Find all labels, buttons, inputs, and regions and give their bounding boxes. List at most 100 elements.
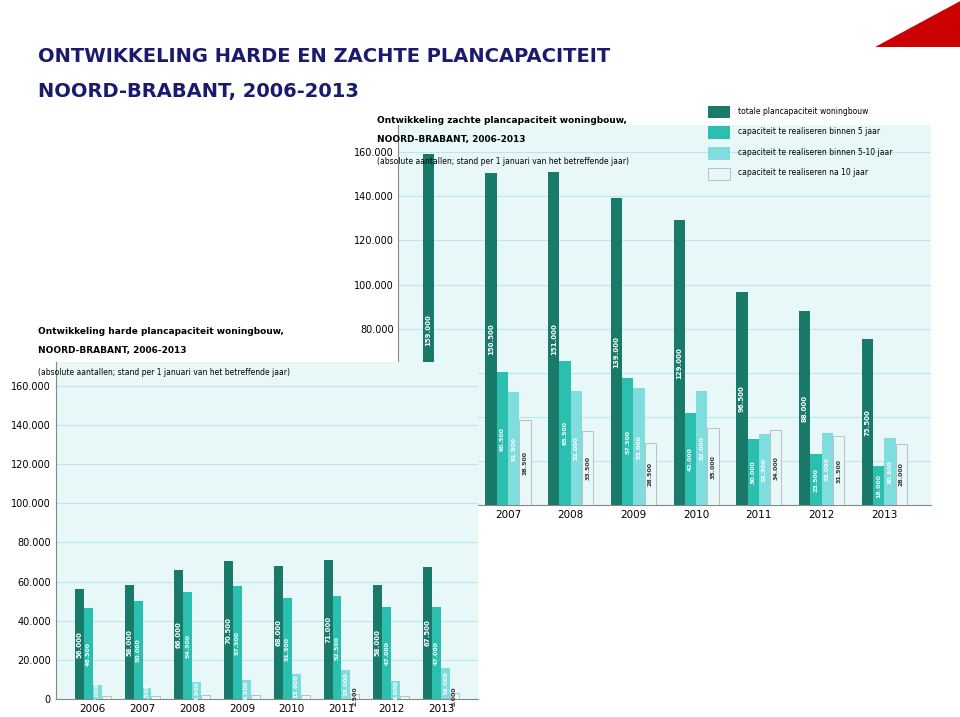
Text: 23.500: 23.500 <box>813 467 819 492</box>
Bar <box>770 430 781 505</box>
Text: 71.000: 71.000 <box>325 616 331 643</box>
Bar <box>862 338 873 505</box>
Text: 56.000: 56.000 <box>77 631 83 657</box>
Bar <box>300 695 310 699</box>
Bar <box>93 685 102 699</box>
Text: 58.000: 58.000 <box>126 629 132 656</box>
Text: 129.000: 129.000 <box>676 347 683 379</box>
Text: 5.500: 5.500 <box>145 684 150 703</box>
Bar <box>75 589 84 699</box>
Bar <box>382 607 392 699</box>
Text: 42.000: 42.000 <box>688 447 693 471</box>
Bar <box>102 696 110 699</box>
Bar <box>192 683 202 699</box>
Bar <box>822 432 833 505</box>
Text: 60.500: 60.500 <box>500 427 505 450</box>
Bar <box>125 586 133 699</box>
Text: NOORD-BRABANT, 2006-2013: NOORD-BRABANT, 2006-2013 <box>38 346 187 356</box>
Text: capaciteit te realiseren na 10 jaar: capaciteit te realiseren na 10 jaar <box>737 168 868 178</box>
Bar <box>423 567 432 699</box>
Bar <box>202 695 210 699</box>
Bar <box>274 566 283 699</box>
Bar <box>434 366 445 505</box>
Text: 9.000: 9.000 <box>394 680 398 700</box>
Text: 52.000: 52.000 <box>699 436 705 460</box>
Bar <box>324 560 332 699</box>
Bar <box>708 126 731 139</box>
Text: 68.000: 68.000 <box>276 619 281 646</box>
Bar <box>450 693 459 699</box>
Text: 2.500: 2.500 <box>352 687 357 706</box>
Bar <box>684 413 696 505</box>
Bar <box>736 293 748 505</box>
Text: totale plancapaciteit woningbouw: totale plancapaciteit woningbouw <box>737 107 868 115</box>
Bar <box>457 432 468 505</box>
Text: 151.000: 151.000 <box>551 323 557 355</box>
Bar <box>696 391 708 505</box>
Bar <box>392 681 400 699</box>
Bar <box>292 673 300 699</box>
Text: 51.500: 51.500 <box>511 437 516 460</box>
Text: 96.500: 96.500 <box>739 386 745 412</box>
Bar <box>496 372 508 505</box>
Bar <box>175 570 183 699</box>
Text: Ontwikkeling harde plancapaciteit woningbouw,: Ontwikkeling harde plancapaciteit woning… <box>38 327 284 336</box>
Bar <box>251 695 260 699</box>
Text: 65.500: 65.500 <box>563 421 567 445</box>
Bar <box>634 389 645 505</box>
Text: 3.000: 3.000 <box>452 686 457 706</box>
Text: 52.000: 52.000 <box>574 436 579 460</box>
Bar <box>441 668 450 699</box>
Bar <box>799 311 810 505</box>
Text: 47.000: 47.000 <box>434 641 439 665</box>
Text: 63.000: 63.000 <box>437 424 442 448</box>
Bar <box>708 105 731 118</box>
Text: 30.500: 30.500 <box>888 460 893 484</box>
Bar <box>242 680 251 699</box>
Text: 47.000: 47.000 <box>384 641 389 665</box>
Bar <box>508 391 519 505</box>
Text: 57.500: 57.500 <box>625 430 631 454</box>
Bar <box>645 442 656 505</box>
Bar <box>548 172 560 505</box>
Text: 50.000: 50.000 <box>135 638 140 662</box>
Text: 33.000: 33.000 <box>825 457 829 481</box>
Text: 7.000: 7.000 <box>95 683 100 702</box>
Bar <box>445 387 457 505</box>
Bar <box>708 147 731 159</box>
Bar <box>708 168 731 180</box>
Text: 67.500: 67.500 <box>424 619 430 647</box>
Bar <box>133 601 142 699</box>
Text: 34.000: 34.000 <box>774 456 779 480</box>
Text: 18.000: 18.000 <box>876 474 881 498</box>
Text: 88.000: 88.000 <box>802 395 807 422</box>
Text: NOORD-BRABANT, 2006-2013: NOORD-BRABANT, 2006-2013 <box>38 82 359 101</box>
Text: 70.500: 70.500 <box>226 617 231 644</box>
Text: 30.000: 30.000 <box>751 460 756 484</box>
Bar <box>84 608 93 699</box>
Text: Provincie Noord-Brabant: Provincie Noord-Brabant <box>20 12 175 22</box>
Bar <box>611 199 622 505</box>
Text: 52.500: 52.500 <box>334 636 340 660</box>
Bar <box>519 420 531 505</box>
Text: 35.000: 35.000 <box>710 455 715 479</box>
Text: 159.000: 159.000 <box>425 314 431 346</box>
Text: 8.500: 8.500 <box>194 681 200 701</box>
Text: 46.500: 46.500 <box>85 642 91 665</box>
Bar <box>622 379 634 505</box>
Bar <box>373 586 382 699</box>
Text: 53.500: 53.500 <box>448 435 453 458</box>
Bar <box>233 587 242 699</box>
Text: 150.500: 150.500 <box>488 323 494 355</box>
Bar <box>570 391 582 505</box>
Text: 139.000: 139.000 <box>613 336 619 368</box>
Bar <box>152 696 160 699</box>
Text: 15.000: 15.000 <box>344 673 348 696</box>
Bar <box>873 466 884 505</box>
Text: 16.000: 16.000 <box>443 671 448 695</box>
Bar <box>142 688 152 699</box>
Bar <box>350 694 359 699</box>
Bar <box>810 454 822 505</box>
Text: ONTWIKKELING HARDE EN ZACHTE PLANCAPACITEIT: ONTWIKKELING HARDE EN ZACHTE PLANCAPACIT… <box>38 47 611 65</box>
Text: 33.500: 33.500 <box>586 457 590 480</box>
